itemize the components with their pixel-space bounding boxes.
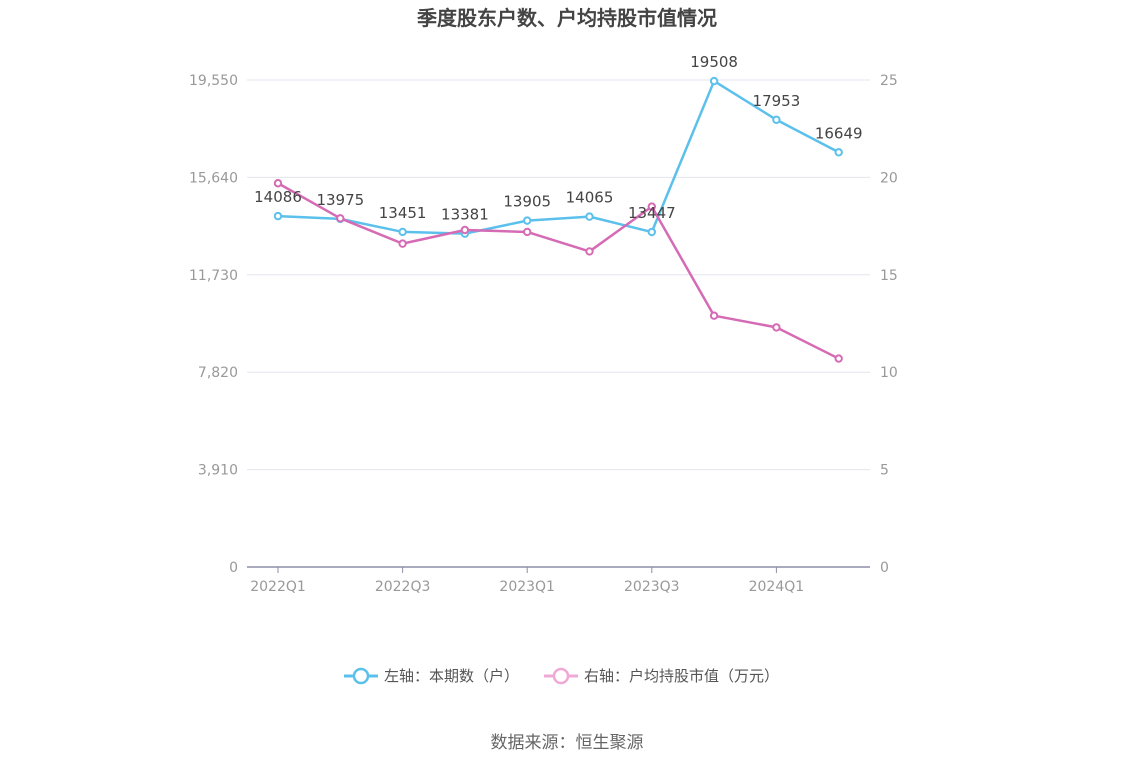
left-tick-label: 11,730 — [189, 268, 238, 284]
data-label: 14065 — [566, 189, 614, 207]
data-label: 17953 — [753, 92, 801, 110]
legend-item-shareholders[interactable]: 左轴：本期数（户） — [344, 667, 519, 685]
data-label: 13451 — [379, 204, 427, 222]
left-tick-label: 0 — [229, 560, 238, 576]
series-line-1 — [277, 79, 840, 235]
series-2-point[interactable] — [709, 311, 719, 320]
x-tick-label: 2022Q1 — [250, 579, 306, 595]
left-tick-label: 3,910 — [198, 463, 238, 479]
right-tick-label: 20 — [880, 170, 898, 186]
right-tick-label: 15 — [880, 268, 898, 284]
series-1-point[interactable] — [585, 212, 594, 221]
series-1-point[interactable] — [772, 115, 781, 124]
series-2-point[interactable] — [772, 323, 781, 332]
data-label: 13381 — [441, 206, 489, 224]
series-2-point[interactable] — [647, 202, 656, 211]
x-tick-label: 2023Q3 — [624, 579, 680, 595]
right-tick-label: 25 — [880, 73, 898, 89]
x-tick-label: 2022Q3 — [375, 579, 431, 595]
right-axis: 0 5 10 15 20 25 — [880, 73, 898, 576]
series-1-point[interactable] — [523, 216, 532, 225]
data-label: 16649 — [815, 124, 863, 142]
chart-title: 季度股东户数、户均持股市值情况 — [416, 6, 717, 30]
right-tick-label: 0 — [880, 560, 889, 576]
legend-label: 左轴：本期数（户） — [384, 667, 519, 685]
data-label: 13975 — [316, 191, 364, 209]
series-2-point[interactable] — [336, 214, 345, 223]
data-label: 13447 — [628, 204, 676, 222]
series-layer — [273, 76, 843, 363]
series-1-point[interactable] — [647, 227, 656, 237]
right-tick-label: 10 — [880, 365, 898, 381]
series-2-point[interactable] — [585, 247, 594, 256]
data-labels: 14086 13975 13451 13381 13905 14065 13447 19508… — [254, 53, 862, 224]
data-label: 19508 — [690, 53, 738, 71]
left-tick-label: 7,820 — [198, 365, 238, 381]
legend[interactable]: 左轴：本期数（户） 右轴：户均持股市值（万元） — [344, 667, 779, 685]
left-axis: 0 3,910 7,820 11,730 15,640 19,550 — [189, 73, 238, 576]
left-tick-label: 15,640 — [189, 170, 238, 186]
series-1-point[interactable] — [398, 227, 407, 237]
series-line-2 — [277, 182, 840, 360]
series-2-point[interactable] — [273, 179, 283, 188]
legend-marker-icon — [552, 667, 570, 685]
grid — [247, 79, 870, 471]
series-1-point[interactable] — [273, 211, 283, 221]
legend-marker-icon — [352, 667, 370, 685]
series-2-point[interactable] — [834, 354, 843, 363]
series-2-point[interactable] — [523, 227, 532, 237]
x-axis: 2022Q1 2022Q3 2023Q1 2023Q3 2024Q1 — [247, 566, 870, 595]
legend-label: 右轴：户均持股市值（万元） — [584, 667, 779, 685]
series-1-point[interactable] — [834, 148, 843, 157]
source-note: 数据来源：恒生聚源 — [491, 733, 644, 753]
series-2-point[interactable] — [398, 239, 407, 248]
legend-item-market-value[interactable]: 右轴：户均持股市值（万元） — [544, 667, 779, 685]
x-tick-label: 2024Q1 — [749, 579, 805, 595]
left-tick-label: 19,550 — [189, 73, 238, 89]
data-label: 13905 — [503, 193, 551, 211]
series-2-point[interactable] — [460, 225, 470, 235]
x-tick-label: 2023Q1 — [499, 579, 555, 595]
series-1-point[interactable] — [709, 76, 719, 86]
data-label: 14086 — [254, 188, 302, 206]
right-tick-label: 5 — [880, 463, 889, 479]
